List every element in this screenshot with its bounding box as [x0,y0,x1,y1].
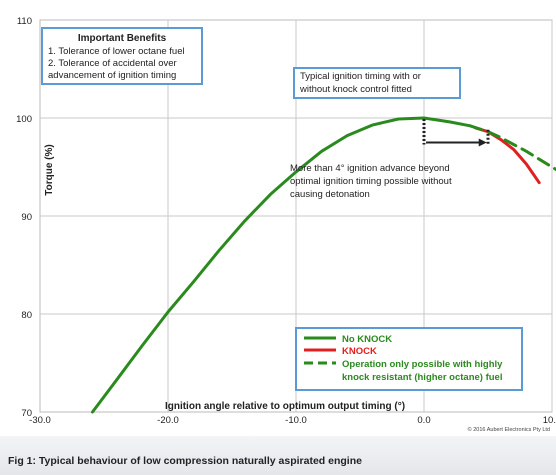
x-tick-label: 10.0 [543,415,556,426]
legend-label-knock: KNOCK [342,346,377,357]
y-tick-label: 90 [21,212,32,223]
series-line-1 [473,126,541,185]
benefits-line-2: 2. Tolerance of accidental over [48,58,177,69]
timing-callout-line-1: Typical ignition timing with or [300,71,421,82]
legend-label-high-octane-1: Operation only possible with highly [342,359,503,370]
copyright-text: © 2016 Aubert Electronics Pty Ltd [468,426,550,433]
timing-callout-line-2: without knock control fitted [299,84,412,95]
advance-arrow-head [478,138,487,147]
series-line-0 [91,116,472,414]
x-tick-label: -10.0 [285,415,307,426]
advance-note-line-1: More than 4° ignition advance beyond [290,163,450,174]
x-tick-label: 0.0 [417,415,430,426]
series-line-2 [468,124,556,172]
x-tick-label: -30.0 [29,415,51,426]
tick-labels: -30.0 -20.0 -10.0 0.0 10.0 70 80 90 100 110 [16,16,556,426]
advance-note-line-3: causing detonation [290,189,370,200]
y-tick-label: 100 [16,114,32,125]
advance-note-line-2: optimal ignition timing possible without [290,176,452,187]
x-tick-label: -20.0 [157,415,179,426]
benefits-line-3: advancement of ignition timing [48,70,176,81]
benefits-title: Important Benefits [78,33,167,44]
benefits-line-1: 1. Tolerance of lower octane fuel [48,46,185,57]
figure-caption: Fig 1: Typical behaviour of low compress… [8,455,362,467]
legend-label-high-octane-2: knock resistant (higher octane) fuel [342,372,502,383]
x-axis-title: Ignition angle relative to optimum outpu… [165,401,405,412]
series-lines [91,116,556,414]
y-tick-label: 110 [17,16,32,27]
y-axis-title: Torque (%) [44,144,55,195]
caption-strip [0,436,556,475]
timing-callout-box [293,67,461,99]
benefits-box [41,27,203,85]
y-tick-label: 80 [21,310,32,321]
legend-label-no-knock: No KNOCK [342,334,392,345]
torque-ignition-chart: -30.0 -20.0 -10.0 0.0 10.0 70 80 90 100 110 Impor… [16,16,556,433]
y-tick-label: 70 [21,408,32,419]
